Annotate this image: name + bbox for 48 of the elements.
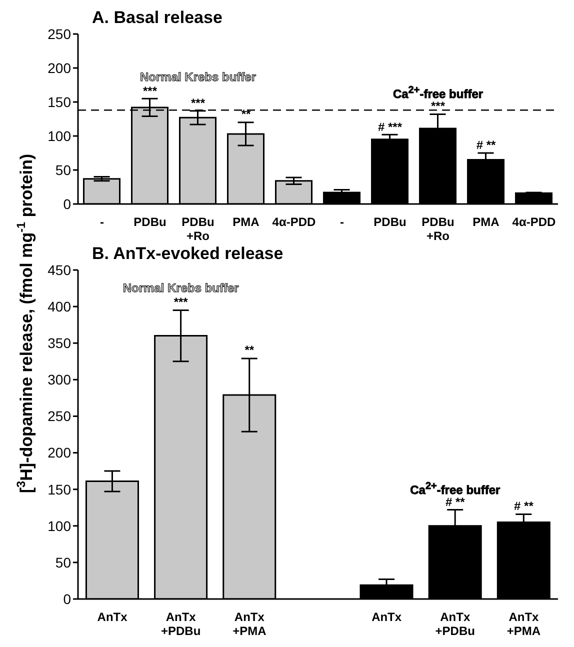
y-tick-label: 200: [48, 444, 72, 461]
y-tick-label: 100: [48, 128, 72, 144]
x-tick-label: AnTx +PDBu: [161, 610, 201, 638]
x-tick-label: PDBu: [374, 215, 406, 229]
data-label: # **: [513, 499, 534, 514]
x-tick-label: AnTx: [372, 610, 402, 624]
y-tick-label: 50: [55, 162, 72, 178]
data-label: **: [240, 107, 252, 122]
y-tick-label: 150: [48, 94, 72, 110]
data-label: # ***: [376, 120, 404, 134]
x-tick-label: 4α-PDD: [272, 215, 316, 229]
y-tick-label: 250: [48, 408, 72, 424]
text: Normal Krebs buffer: [122, 281, 240, 296]
y-tick-label: 0: [63, 196, 72, 212]
data-label: ***: [142, 84, 158, 98]
y-tick-label: 150: [48, 481, 72, 498]
x-tick-label: 4α-PDD: [512, 215, 556, 229]
data-label: ***: [430, 99, 446, 114]
x-tick-label: AnTx +PMA: [232, 610, 267, 638]
y-tick-label: 200: [48, 60, 72, 76]
x-tick-label: PDBu: [134, 215, 166, 229]
chart-title: B. AnTx-evoked release: [92, 244, 284, 264]
y-tick-label: 350: [48, 335, 72, 352]
text: Ca$^{2+}$-free buffer: [392, 85, 484, 102]
chart-title: A. Basal release: [92, 8, 222, 28]
x-tick-label: PDBu +Ro: [422, 215, 454, 243]
data-label: ***: [172, 295, 189, 310]
data-label: # **: [444, 494, 466, 509]
x-tick-label: -: [340, 215, 344, 229]
x-tick-label: -: [100, 215, 104, 229]
y-tick-label: 400: [48, 298, 72, 315]
x-tick-label: AnTx +PMA: [506, 610, 541, 638]
x-tick-label: PMA: [472, 215, 500, 229]
y-tick-label: 0: [63, 590, 72, 607]
x-tick-label: PDBu +Ro: [182, 215, 214, 243]
data-label: **: [244, 343, 256, 358]
text: Ca$^{2+}$-free buffer: [409, 480, 502, 497]
y-tick-label: 100: [48, 518, 72, 534]
x-tick-label: AnTx +PDBu: [435, 610, 475, 638]
y-tick-label: 300: [48, 372, 72, 388]
y-tick-label: 450: [48, 262, 72, 278]
x-tick-label: AnTx: [97, 610, 128, 624]
y-tick-label: 50: [55, 554, 72, 570]
y-tick-label: 250: [48, 26, 72, 42]
data-label: ***: [190, 96, 206, 110]
series-label: Normal Krebs buffer: [138, 70, 258, 84]
data-label: # **: [475, 138, 497, 152]
x-tick-label: PMA: [232, 215, 260, 229]
